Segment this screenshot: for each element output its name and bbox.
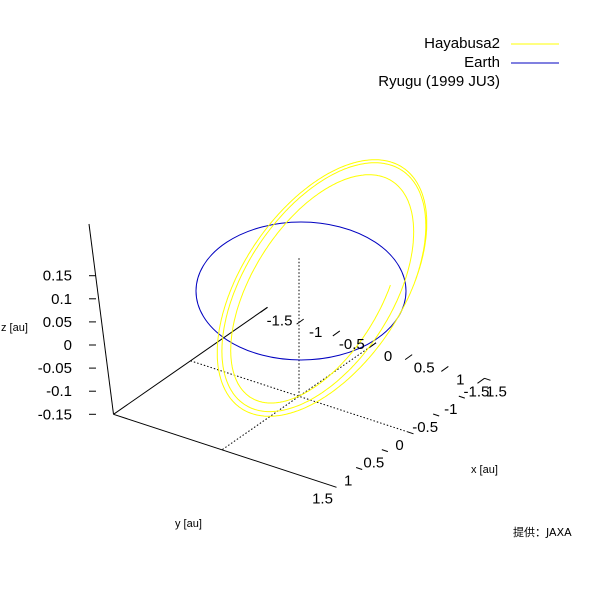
x-tick-mark (404, 354, 413, 361)
axes (88, 223, 491, 488)
x-tick-mark (260, 306, 268, 313)
trajectories (195, 159, 428, 417)
z-axis-line (88, 223, 115, 415)
y-tick-label: 1.5 (312, 490, 333, 507)
y-tick-mark (484, 377, 491, 381)
legend-label-ryugu: Ryugu (1999 JU3) (378, 73, 500, 90)
y-tick-mark (330, 484, 337, 488)
x-tick-mark (441, 366, 449, 372)
z-tick-label: 0.1 (51, 291, 72, 308)
legend: Hayabusa2 Earth Ryugu (1999 JU3) (378, 35, 559, 90)
y-tick-mark (381, 449, 388, 453)
z-tick-label: -0.1 (46, 383, 72, 400)
x-axis-label: x [au] (471, 464, 498, 476)
z-axis-label: z [au] (1, 322, 28, 334)
y-axis-edge (113, 413, 331, 486)
x-tick-label: 1.5 (486, 383, 507, 400)
earth-orbit (195, 221, 407, 361)
legend-label-hayabusa2: Hayabusa2 (424, 35, 500, 52)
y-axis-label: y [au] (175, 518, 202, 530)
hayabusa2-trajectory (216, 159, 428, 417)
tick-labels: -1.5-1-0.500.511.5-1.5-1-0.500.511.5-0.1… (38, 268, 507, 508)
z-tick-label: 0.05 (43, 314, 72, 331)
credit-text: 提供：JAXA (513, 525, 572, 539)
x-tick-label: -0.5 (339, 336, 365, 353)
z-tick-label: 0 (64, 337, 72, 354)
y-tick-label: -1 (444, 401, 457, 418)
legend-label-earth: Earth (464, 54, 500, 71)
x-tick-label: -1 (309, 324, 322, 341)
y-tick-label: -1.5 (464, 383, 490, 400)
y-tick-label: 0 (395, 437, 403, 454)
y-tick-mark (458, 395, 465, 399)
x-tick-mark (332, 330, 341, 337)
y-tick-label: -0.5 (412, 419, 438, 436)
z-tick-label: 0.15 (43, 268, 72, 285)
x-tick-label: -1.5 (267, 312, 293, 329)
y-tick-label: 1 (344, 472, 352, 489)
z-tick-label: -0.15 (38, 406, 72, 423)
y-tick-label: 0.5 (363, 455, 384, 472)
x-tick-label: 0 (384, 348, 392, 365)
y-tick-mark (407, 431, 414, 435)
x-axis-edge (113, 306, 268, 415)
y-tick-mark (433, 413, 440, 417)
x-zero-line (190, 360, 408, 433)
y-tick-mark (356, 467, 363, 470)
x-tick-mark (477, 377, 485, 384)
z-tick-label: -0.05 (38, 360, 72, 377)
x-tick-label: 1 (456, 371, 464, 388)
x-tick-label: 0.5 (414, 360, 435, 377)
x-tick-mark (296, 318, 304, 325)
